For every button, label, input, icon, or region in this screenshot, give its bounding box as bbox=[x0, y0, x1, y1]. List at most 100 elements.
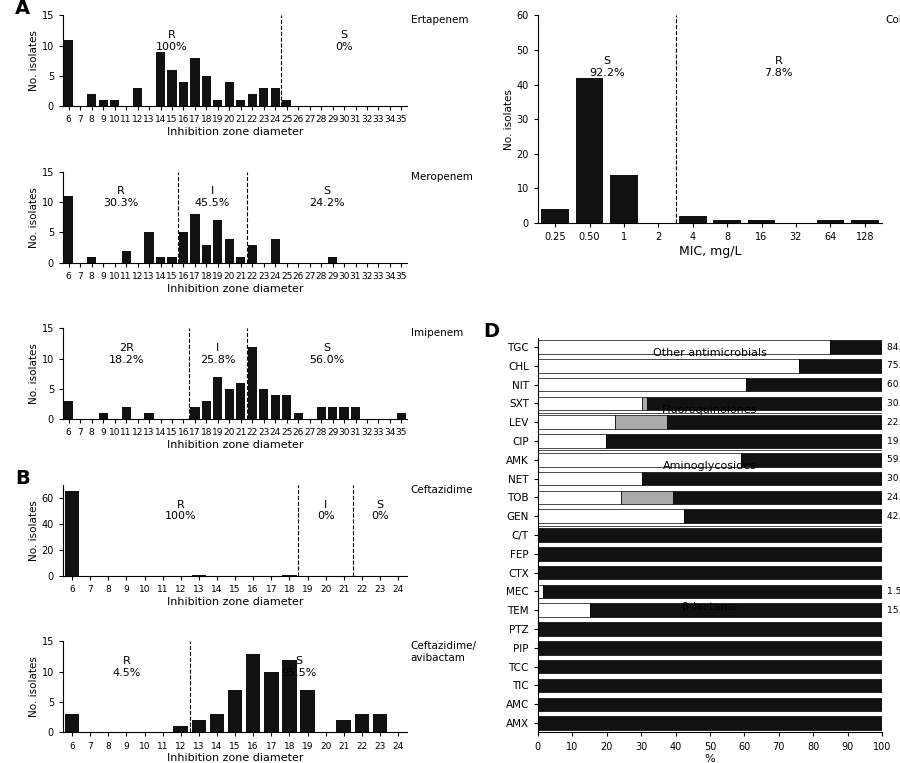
Bar bbox=[616, 415, 667, 429]
Bar bbox=[339, 407, 348, 420]
Bar bbox=[590, 604, 882, 617]
Bar bbox=[202, 401, 211, 420]
Bar bbox=[647, 397, 882, 410]
X-axis label: Inhibition zone diameter: Inhibition zone diameter bbox=[166, 597, 303, 607]
Text: Other antimicrobials: Other antimicrobials bbox=[653, 348, 767, 359]
Bar bbox=[748, 220, 775, 223]
Bar bbox=[99, 100, 108, 106]
Bar bbox=[271, 88, 280, 106]
Bar bbox=[538, 716, 882, 730]
Bar bbox=[202, 245, 211, 262]
Bar bbox=[225, 389, 234, 420]
Bar bbox=[192, 720, 206, 732]
Bar bbox=[156, 52, 165, 106]
Bar bbox=[538, 491, 621, 504]
Text: R
4.5%: R 4.5% bbox=[112, 656, 140, 678]
Text: 24.2% S: 24.2% S bbox=[887, 493, 900, 502]
X-axis label: Inhibition zone diameter: Inhibition zone diameter bbox=[166, 753, 303, 763]
Bar bbox=[248, 94, 256, 106]
Bar bbox=[538, 340, 830, 354]
Bar bbox=[538, 378, 746, 391]
Text: 2R
18.2%: 2R 18.2% bbox=[108, 343, 144, 365]
Bar bbox=[373, 714, 387, 732]
Bar bbox=[213, 100, 222, 106]
Bar bbox=[816, 220, 844, 223]
Bar bbox=[213, 377, 222, 420]
Bar bbox=[798, 359, 882, 372]
Bar bbox=[65, 714, 79, 732]
Text: R
30.3%: R 30.3% bbox=[103, 186, 138, 208]
Bar bbox=[673, 491, 882, 504]
Text: 15.2% S: 15.2% S bbox=[887, 606, 900, 615]
Text: Ceftazidime: Ceftazidime bbox=[410, 485, 473, 495]
Bar bbox=[282, 575, 297, 576]
Bar bbox=[282, 660, 297, 732]
Bar bbox=[543, 584, 882, 598]
Bar bbox=[301, 690, 315, 732]
Bar bbox=[538, 510, 684, 523]
Bar bbox=[122, 407, 130, 420]
Y-axis label: No. isolates: No. isolates bbox=[504, 89, 514, 150]
Bar bbox=[133, 88, 142, 106]
Bar bbox=[236, 383, 246, 420]
Bar bbox=[64, 401, 73, 420]
Bar bbox=[397, 414, 406, 420]
Text: I
0%: I 0% bbox=[317, 500, 335, 521]
Bar bbox=[99, 414, 108, 420]
Y-axis label: No. isolates: No. isolates bbox=[29, 500, 39, 561]
Text: Aminoglycosides: Aminoglycosides bbox=[663, 461, 757, 471]
Bar bbox=[271, 239, 280, 262]
Bar bbox=[248, 346, 256, 420]
X-axis label: Inhibition zone diameter: Inhibition zone diameter bbox=[166, 440, 303, 450]
Text: 59.1% S: 59.1% S bbox=[887, 456, 900, 465]
Bar bbox=[122, 251, 130, 262]
Bar bbox=[293, 414, 302, 420]
Bar bbox=[167, 257, 176, 262]
Text: 30.3% S: 30.3% S bbox=[887, 399, 900, 408]
Text: I
25.8%: I 25.8% bbox=[200, 343, 236, 365]
Text: Ceftazidime/
avibactam: Ceftazidime/ avibactam bbox=[410, 642, 477, 663]
Bar bbox=[643, 397, 647, 410]
Bar bbox=[643, 472, 882, 485]
Bar bbox=[851, 220, 878, 223]
Text: 60.6% S: 60.6% S bbox=[887, 380, 900, 389]
Bar bbox=[538, 434, 606, 448]
Bar bbox=[538, 397, 643, 410]
Text: 30.3% S: 30.3% S bbox=[887, 474, 900, 483]
Bar bbox=[64, 196, 73, 262]
Bar bbox=[167, 70, 176, 106]
Text: 42.5% S: 42.5% S bbox=[887, 512, 900, 520]
Y-axis label: No. isolates: No. isolates bbox=[29, 187, 39, 248]
Text: R
7.8%: R 7.8% bbox=[764, 56, 793, 78]
Bar bbox=[213, 221, 222, 262]
Bar bbox=[538, 566, 882, 579]
Bar bbox=[621, 491, 673, 504]
Y-axis label: No. isolates: No. isolates bbox=[29, 31, 39, 92]
Bar bbox=[606, 434, 882, 448]
Bar bbox=[538, 584, 543, 598]
Bar bbox=[328, 257, 338, 262]
Bar bbox=[355, 714, 369, 732]
Bar bbox=[538, 359, 798, 372]
Bar bbox=[259, 389, 268, 420]
Bar bbox=[538, 641, 882, 655]
Text: Imipenem: Imipenem bbox=[410, 328, 463, 338]
Bar bbox=[259, 88, 268, 106]
Bar bbox=[742, 453, 882, 467]
Bar bbox=[236, 100, 246, 106]
Text: A: A bbox=[14, 0, 30, 18]
Bar bbox=[538, 472, 643, 485]
Text: S
56.0%: S 56.0% bbox=[310, 343, 345, 365]
Bar bbox=[179, 233, 188, 262]
Bar bbox=[746, 378, 882, 391]
Bar bbox=[144, 414, 154, 420]
Bar bbox=[610, 175, 638, 223]
Text: S
24.2%: S 24.2% bbox=[309, 186, 345, 208]
Bar bbox=[248, 245, 256, 262]
Bar bbox=[190, 58, 200, 106]
Text: 1.5% S: 1.5% S bbox=[887, 587, 900, 596]
Text: 22.5% S: 22.5% S bbox=[887, 417, 900, 427]
Bar bbox=[830, 340, 882, 354]
Bar bbox=[538, 604, 590, 617]
X-axis label: MIC, mg/L: MIC, mg/L bbox=[679, 245, 742, 258]
